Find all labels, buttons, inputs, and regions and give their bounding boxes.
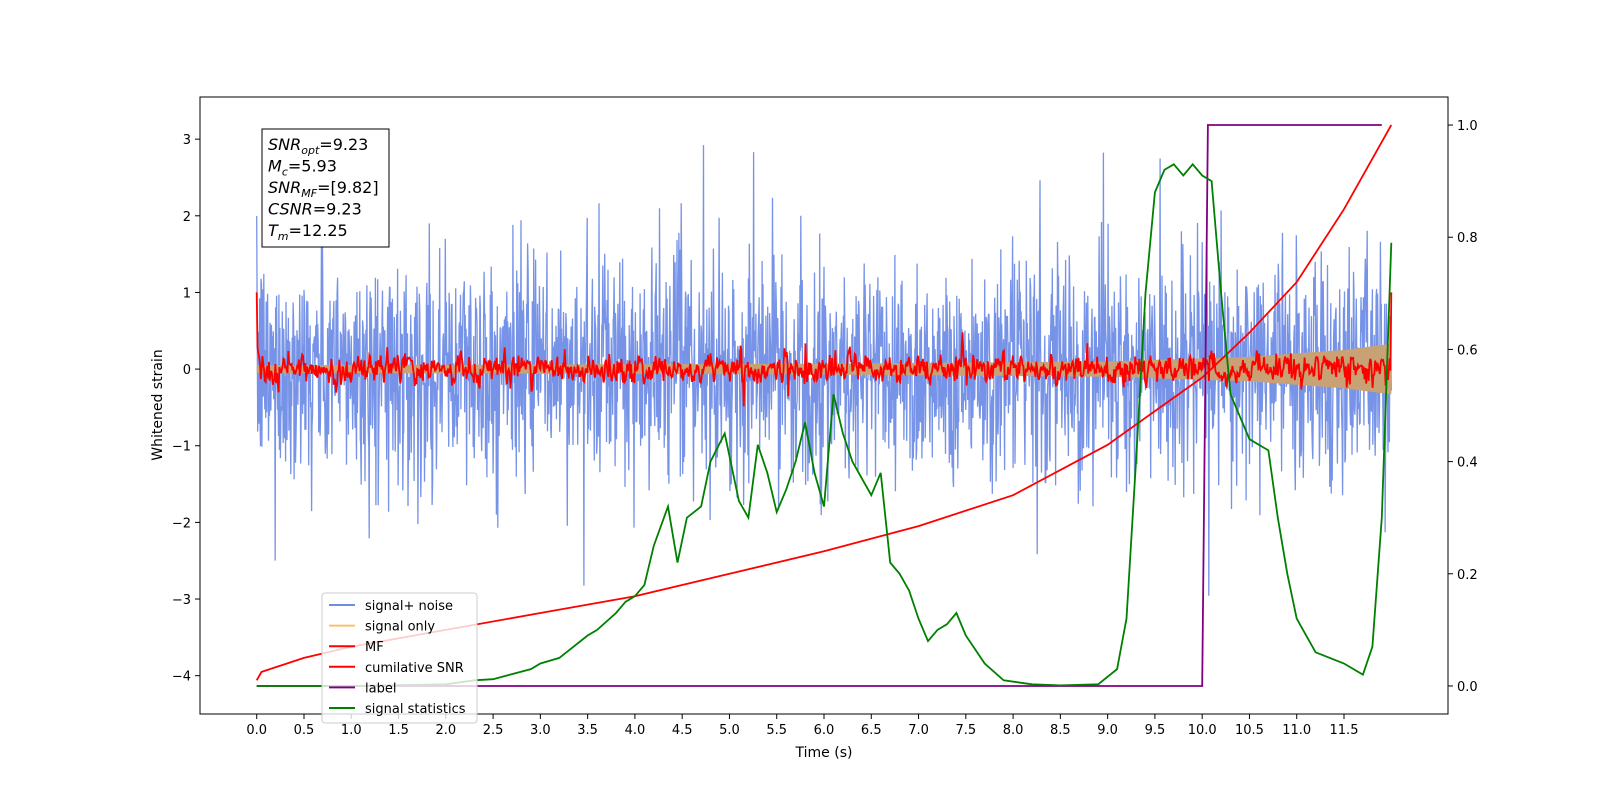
annotation-line: Mc=5.93 <box>268 157 337 179</box>
legend-label: signal statistics <box>365 702 466 717</box>
legend-frame <box>321 592 478 724</box>
x-tick-label: 11.5 <box>1330 723 1359 738</box>
right-tick-label: 0.0 <box>1457 680 1478 695</box>
x-tick-label: 5.5 <box>766 723 787 738</box>
x-tick-label: 8.0 <box>1003 723 1024 738</box>
y-tick-label: −4 <box>172 670 191 685</box>
x-tick-label: 10.0 <box>1188 723 1217 738</box>
x-tick-label: 0.0 <box>246 723 267 738</box>
legend: signal+ noise signal only MF cumilative SNR… <box>321 592 478 724</box>
x-tick-label: 4.5 <box>672 723 693 738</box>
x-tick-label: 9.5 <box>1145 723 1166 738</box>
y-tick-label: 3 <box>183 133 191 148</box>
legend-label: signal+ noise <box>365 599 453 614</box>
annotation-line: Tm=12.25 <box>268 221 348 243</box>
legend-label: MF <box>365 640 384 655</box>
right-tick-label: 0.2 <box>1457 568 1478 583</box>
right-tick-label: 0.6 <box>1457 343 1478 358</box>
x-tick-label: 6.0 <box>814 723 835 738</box>
x-tick-label: 4.0 <box>625 723 646 738</box>
x-axis-ticks: 0.0 0.5 1.0 1.5 2.0 2.5 3.0 3.5 4.0 4.5 5.0 5.5 6.0 6… <box>246 714 1358 738</box>
x-tick-label: 1.5 <box>388 723 409 738</box>
y-tick-label: −1 <box>172 440 191 455</box>
x-tick-label: 10.5 <box>1235 723 1264 738</box>
x-tick-label: 3.5 <box>577 723 598 738</box>
y-tick-label: 1 <box>183 286 191 301</box>
right-tick-label: 0.8 <box>1457 231 1478 246</box>
annotation-frame <box>261 128 390 248</box>
y-tick-label: −2 <box>172 516 191 531</box>
x-tick-label: 7.5 <box>955 723 976 738</box>
x-axis-label: Time (s) <box>795 745 853 761</box>
right-axis-ticks: 0.0 0.2 0.4 0.6 0.8 1.0 <box>1448 119 1478 695</box>
series-signal-noise-line <box>256 145 1392 596</box>
x-tick-label: 8.5 <box>1050 723 1071 738</box>
x-tick-label: 9.0 <box>1097 723 1118 738</box>
y-tick-label: −3 <box>172 593 191 608</box>
x-tick-label: 2.5 <box>483 723 504 738</box>
legend-label: signal only <box>365 620 435 635</box>
x-tick-label: 5.0 <box>719 723 740 738</box>
x-tick-label: 7.0 <box>908 723 929 738</box>
x-tick-label: 0.5 <box>294 723 315 738</box>
series-mf-line <box>255 292 1393 407</box>
annotation-line: SNRopt=9.23 <box>268 135 368 157</box>
y-tick-label: 2 <box>183 210 191 225</box>
series-label-line <box>256 124 1382 687</box>
right-tick-label: 0.4 <box>1457 456 1478 471</box>
y-tick-label: 0 <box>183 363 191 378</box>
x-tick-label: 6.5 <box>861 723 882 738</box>
y-axis-ticks: −4 −3 −2 −1 0 1 2 3 <box>172 133 200 685</box>
x-tick-label: 2.0 <box>435 723 456 738</box>
x-tick-label: 11.0 <box>1282 723 1311 738</box>
right-tick-label: 1.0 <box>1457 119 1478 134</box>
x-tick-label: 1.0 <box>341 723 362 738</box>
annotation-line: CSNR=9.23 <box>268 200 362 219</box>
series-signal-statistics-line <box>256 162 1393 687</box>
legend-label: cumilative SNR <box>365 661 464 676</box>
annotation-line: SNRMF=[9.82] <box>268 178 379 200</box>
x-tick-label: 3.0 <box>530 723 551 738</box>
y-axis-label: Whitened strain <box>150 349 166 460</box>
legend-label: label <box>365 681 396 696</box>
series-signal-only-envelope <box>256 343 1392 395</box>
